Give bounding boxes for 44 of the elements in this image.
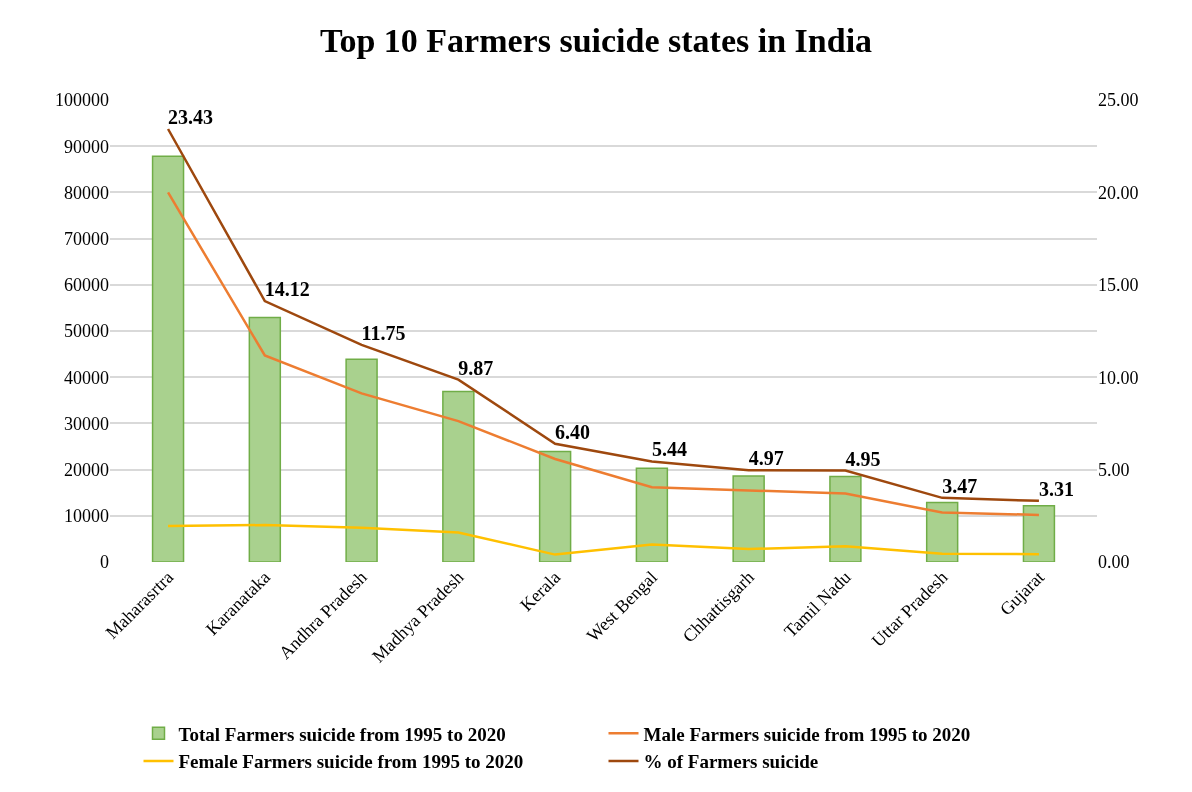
data-label: 3.47	[942, 474, 978, 497]
y-tick-label: 90000	[64, 136, 109, 157]
bar	[829, 475, 862, 562]
bar	[538, 450, 572, 562]
legend-label: Female Farmers suicide from 1995 to 2020	[178, 751, 524, 773]
line-series	[166, 127, 1041, 503]
y-tick-label: 30000	[64, 413, 109, 434]
y2-tick-label: 10.00	[1098, 367, 1139, 388]
y2-tick-label: 5.00	[1098, 459, 1130, 480]
y-tick-label: 70000	[64, 228, 109, 249]
bar	[248, 316, 282, 562]
y2-tick-label: 0.00	[1098, 552, 1130, 573]
data-label: 4.97	[748, 447, 784, 470]
y-tick-label: 20000	[64, 459, 109, 480]
data-label: 9.87	[458, 356, 494, 379]
line-series	[166, 523, 1041, 556]
chart-title: Top 10 Farmers suicide states in India	[319, 21, 873, 59]
data-label: 11.75	[361, 321, 406, 344]
bar	[345, 358, 378, 562]
y-tick-label: 10000	[64, 506, 109, 527]
legend-label: % of Farmers suicide	[643, 751, 819, 773]
bar	[635, 467, 669, 562]
data-label: 5.44	[651, 438, 687, 461]
y-tick-label: 80000	[64, 182, 109, 203]
y-tick-label: 40000	[64, 367, 109, 388]
line-series	[166, 191, 1041, 517]
bar	[442, 390, 475, 562]
bar	[151, 155, 185, 562]
data-label: 14.12	[264, 278, 310, 301]
legend-label: Total Farmers suicide from 1995 to 2020	[178, 723, 506, 745]
y-tick-label: 50000	[64, 321, 109, 342]
bar	[732, 475, 765, 562]
data-label: 23.43	[168, 106, 214, 129]
legend-label: Male Farmers suicide from 1995 to 2020	[643, 723, 971, 745]
y2-tick-label: 25.00	[1098, 90, 1139, 111]
y-tick-label: 60000	[64, 275, 109, 296]
y-tick-label: 100000	[55, 90, 109, 111]
y2-tick-label: 20.00	[1098, 182, 1139, 203]
data-label: 3.31	[1038, 477, 1074, 500]
data-label: 4.95	[845, 447, 881, 470]
bar	[1022, 504, 1056, 562]
data-label: 6.40	[555, 420, 591, 443]
y2-tick-label: 15.00	[1098, 275, 1139, 296]
y-tick-label: 0	[100, 552, 109, 573]
